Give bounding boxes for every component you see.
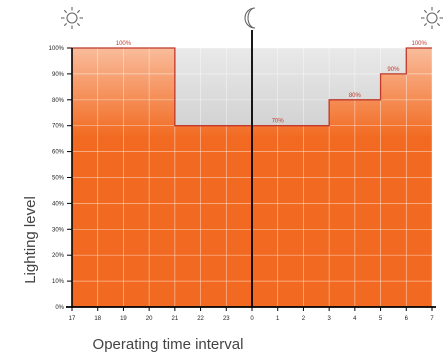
x-tick-label: 0	[250, 316, 254, 322]
sun-ray	[76, 9, 81, 14]
sun-disc	[426, 12, 438, 24]
y-tick-label: 70%	[52, 124, 65, 130]
x-tick-label: 5	[379, 316, 383, 322]
sun-ray	[436, 22, 441, 27]
lighting-step-line	[72, 47, 432, 127]
x-tick-label: 1	[276, 316, 280, 322]
y-axis-title: Lighting level	[22, 196, 39, 284]
sun-ray	[423, 9, 428, 14]
sun-ray	[63, 9, 68, 14]
y-tick-label: 0%	[55, 305, 64, 311]
x-tick-label: 7	[430, 316, 434, 322]
x-tick-label: 4	[353, 316, 357, 322]
x-tick-label: 20	[146, 316, 153, 322]
level-annotations: 100% 70% 80% 90% 100%	[116, 41, 428, 125]
x-tick-label: 6	[405, 316, 409, 322]
sun-icon	[421, 7, 443, 29]
x-tick-label: 23	[223, 316, 230, 322]
level-annotation: 80%	[349, 93, 362, 99]
sun-ray	[63, 22, 68, 27]
moon-crescent	[244, 7, 256, 29]
x-tick-label: 18	[94, 316, 101, 322]
sun-icon	[61, 7, 83, 29]
y-tick-label: 100%	[49, 46, 65, 52]
x-tick-label: 2	[302, 316, 306, 322]
x-tick-label: 19	[120, 316, 127, 322]
x-tick-label: 3	[327, 316, 331, 322]
y-tick-label: 80%	[52, 98, 65, 104]
y-tick-label: 60%	[52, 150, 65, 156]
y-tick-label: 40%	[52, 201, 65, 207]
sun-disc	[66, 12, 78, 24]
y-tick-label: 10%	[52, 279, 65, 285]
y-tick-label: 30%	[52, 227, 65, 233]
y-tick-label: 90%	[52, 72, 65, 78]
sun-ray	[423, 22, 428, 27]
y-tick-labels: 0% 10% 20% 30% 40% 50% 60% 70% 80% 90% 100%	[49, 46, 65, 311]
level-annotation: 100%	[116, 41, 132, 47]
x-axis-title: Operating time interval	[93, 336, 244, 353]
sun-ray	[76, 22, 81, 27]
axes	[66, 30, 436, 311]
x-tick-label: 21	[172, 316, 179, 322]
y-tick-label: 20%	[52, 253, 65, 259]
level-annotation: 70%	[272, 119, 285, 125]
level-annotation: 100%	[411, 41, 427, 47]
time-of-day-icons	[61, 7, 443, 29]
x-tick-label: 17	[69, 316, 76, 322]
x-tick-labels: 17 18 19 20 21 22 23 0 1 2 3 4 5 6 7	[69, 316, 435, 322]
sun-ray	[436, 9, 441, 14]
x-tick-label: 22	[197, 316, 204, 322]
y-tick-label: 50%	[52, 176, 65, 182]
moon-icon	[244, 7, 256, 29]
level-annotation: 90%	[387, 67, 400, 73]
